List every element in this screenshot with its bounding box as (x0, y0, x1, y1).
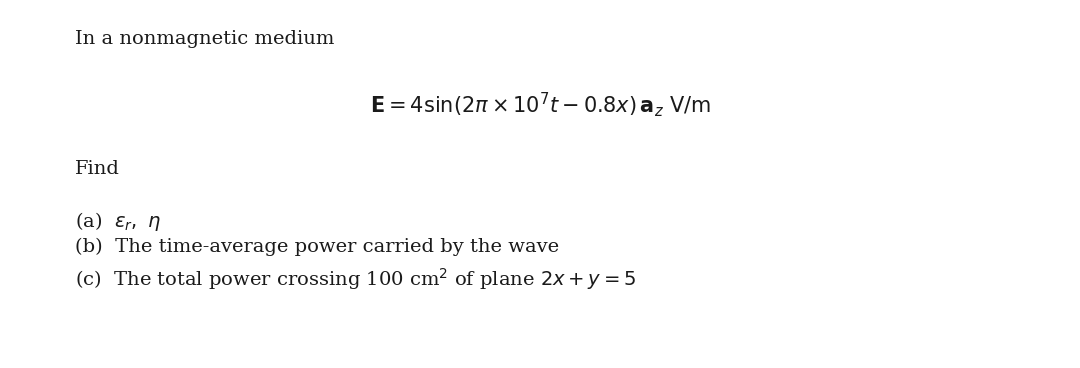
Text: (c)  The total power crossing 100 cm$^2$ of plane $2x + y = 5$: (c) The total power crossing 100 cm$^2$ … (75, 266, 636, 292)
Text: Find: Find (75, 160, 120, 178)
Text: (a)  $\varepsilon_r,\ \eta$: (a) $\varepsilon_r,\ \eta$ (75, 210, 161, 233)
Text: In a nonmagnetic medium: In a nonmagnetic medium (75, 30, 335, 48)
Text: (b)  The time-average power carried by the wave: (b) The time-average power carried by th… (75, 238, 559, 256)
Text: $\mathbf{E} = 4 \sin (2\pi \times 10^7 t - 0.8x)\, \mathbf{a}_z\ \mathrm{V/m}$: $\mathbf{E} = 4 \sin (2\pi \times 10^7 t… (369, 90, 711, 119)
